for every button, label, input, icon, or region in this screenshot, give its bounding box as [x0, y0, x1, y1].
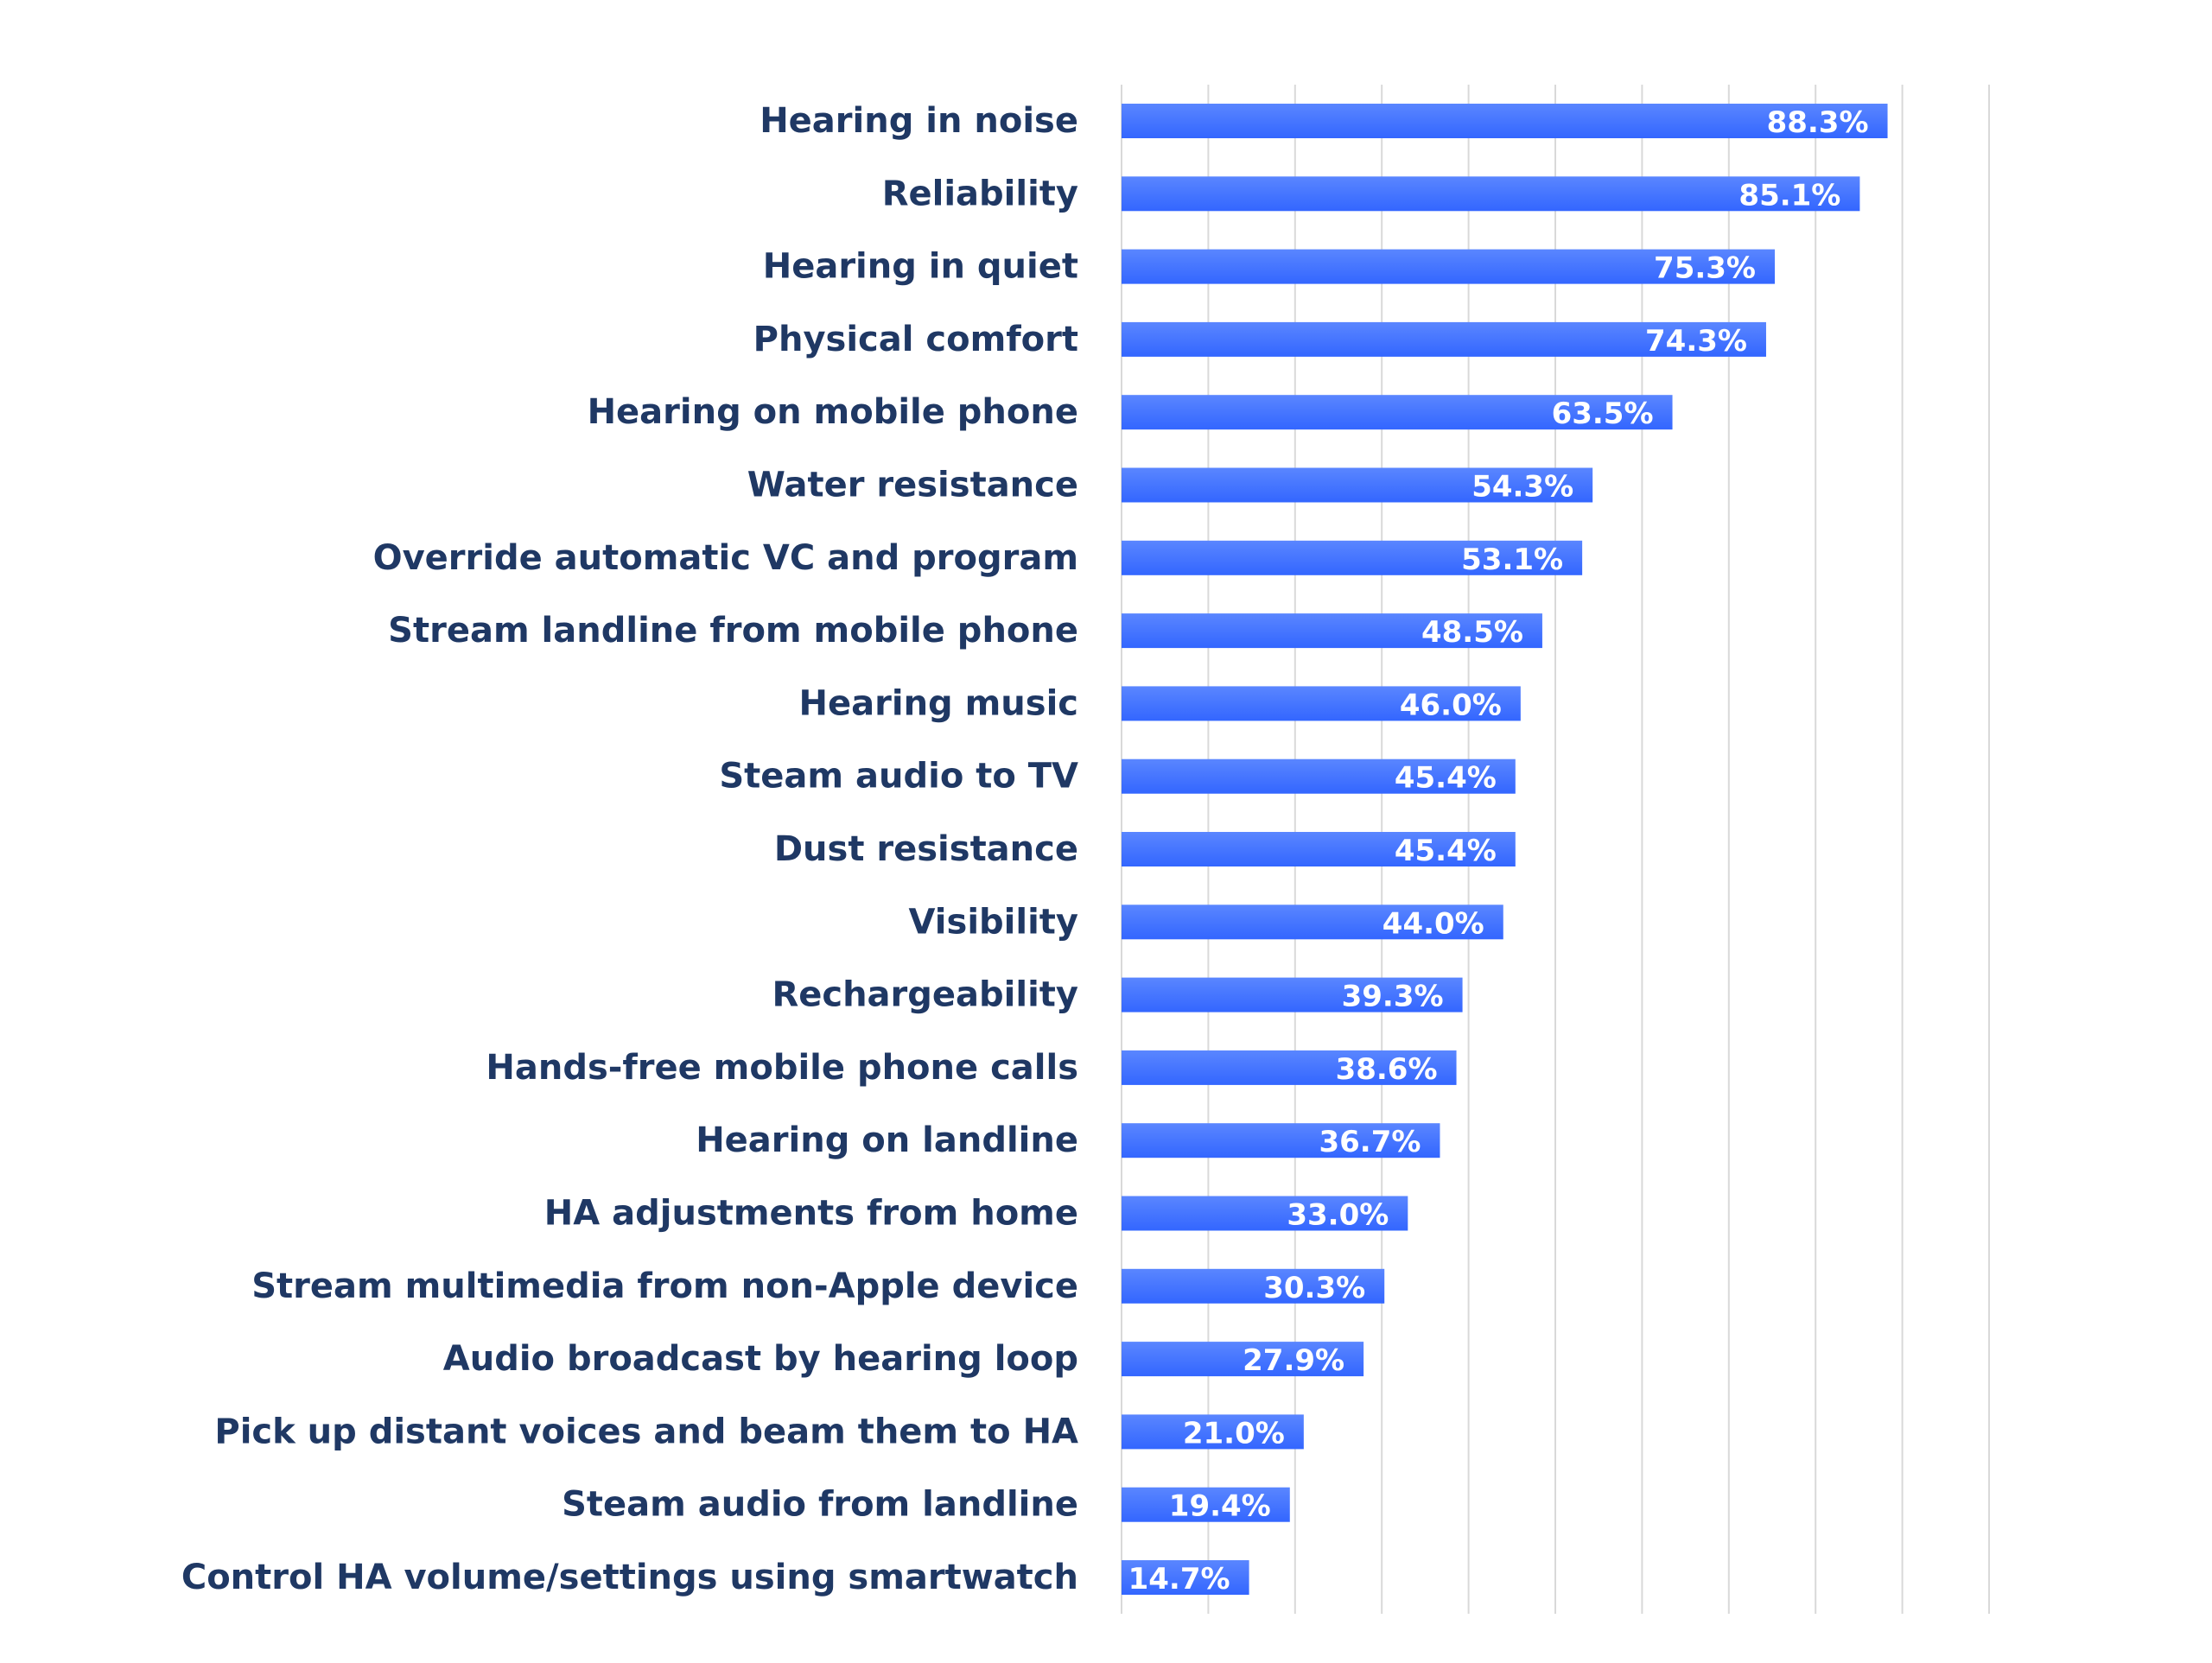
value-labels: 88.3% 85.1% 75.3% 74.3% 63.5% 54.3% 53.1% 48.5%… — [1128, 105, 1869, 1596]
bar — [1122, 104, 1888, 138]
bar — [1122, 1123, 1440, 1158]
bar — [1122, 613, 1542, 649]
category-label: Hearing on landline — [696, 1120, 1078, 1160]
category-label: Hands-free mobile phone calls — [486, 1048, 1078, 1088]
bar — [1122, 1487, 1290, 1522]
value-label: 74.3% — [1645, 324, 1747, 359]
value-label: 19.4% — [1169, 1489, 1271, 1524]
bar — [1122, 977, 1463, 1012]
category-label: Steam audio from landline — [562, 1485, 1078, 1525]
value-label: 21.0% — [1183, 1416, 1285, 1450]
bar — [1122, 1414, 1304, 1450]
bar — [1122, 832, 1516, 866]
bar — [1122, 686, 1521, 721]
bar — [1122, 395, 1673, 430]
value-label: 45.4% — [1395, 761, 1497, 796]
bar — [1122, 904, 1503, 940]
category-label: Hearing music — [799, 683, 1078, 723]
bar — [1122, 1196, 1408, 1231]
category-label: Physical comfort — [753, 320, 1078, 359]
value-label: 75.3% — [1654, 251, 1756, 286]
value-label: 38.6% — [1336, 1052, 1438, 1087]
bar — [1122, 176, 1860, 212]
bar — [1122, 1268, 1385, 1304]
category-label: Pick up distant voices and beam them to … — [214, 1412, 1078, 1451]
category-label: Hearing in quiet — [763, 247, 1078, 287]
bar — [1122, 1560, 1249, 1595]
value-label: 45.4% — [1395, 834, 1497, 868]
value-label: 39.3% — [1342, 980, 1444, 1014]
value-label: 14.7% — [1128, 1562, 1230, 1596]
value-label: 54.3% — [1471, 470, 1573, 505]
category-label: Audio broadcast by hearing loop — [443, 1339, 1078, 1379]
category-label: Stream landline from mobile phone — [388, 611, 1078, 651]
bar — [1122, 321, 1766, 357]
category-label: Hearing in noise — [760, 101, 1078, 141]
value-label: 53.1% — [1461, 543, 1563, 577]
value-label: 46.0% — [1400, 688, 1502, 722]
value-label: 63.5% — [1552, 397, 1654, 431]
bar — [1122, 249, 1776, 284]
category-label: HA adjustments from home — [544, 1194, 1078, 1234]
category-label: Steam audio to TV — [719, 757, 1078, 797]
category-label: Water resistance — [747, 466, 1078, 505]
value-label: 44.0% — [1382, 906, 1484, 941]
category-label: Visibility — [909, 902, 1078, 942]
category-label: Control HA volume/settings using smartwa… — [181, 1558, 1078, 1597]
value-label: 36.7% — [1319, 1125, 1421, 1159]
bar — [1122, 1050, 1457, 1085]
bar — [1122, 540, 1583, 575]
category-labels: Hearing in noise Reliability Hearing in qu… — [181, 101, 1078, 1597]
category-label: Hearing on mobile phone — [588, 392, 1078, 432]
value-label: 33.0% — [1287, 1198, 1389, 1233]
bars — [1122, 104, 1888, 1595]
category-label: Stream multimedia from non-Apple device — [251, 1266, 1078, 1306]
value-label: 88.3% — [1767, 105, 1869, 140]
bar — [1122, 1342, 1364, 1377]
value-label: 48.5% — [1421, 615, 1523, 650]
category-label: Rechargeability — [772, 975, 1078, 1015]
category-label: Dust resistance — [774, 829, 1078, 869]
value-label: 30.3% — [1263, 1271, 1365, 1305]
value-label: 27.9% — [1243, 1343, 1344, 1378]
category-label: Override automatic VC and program — [373, 538, 1078, 578]
value-label: 85.1% — [1738, 178, 1840, 213]
bar — [1122, 759, 1516, 794]
bar — [1122, 467, 1593, 503]
category-label: Reliability — [882, 174, 1078, 213]
